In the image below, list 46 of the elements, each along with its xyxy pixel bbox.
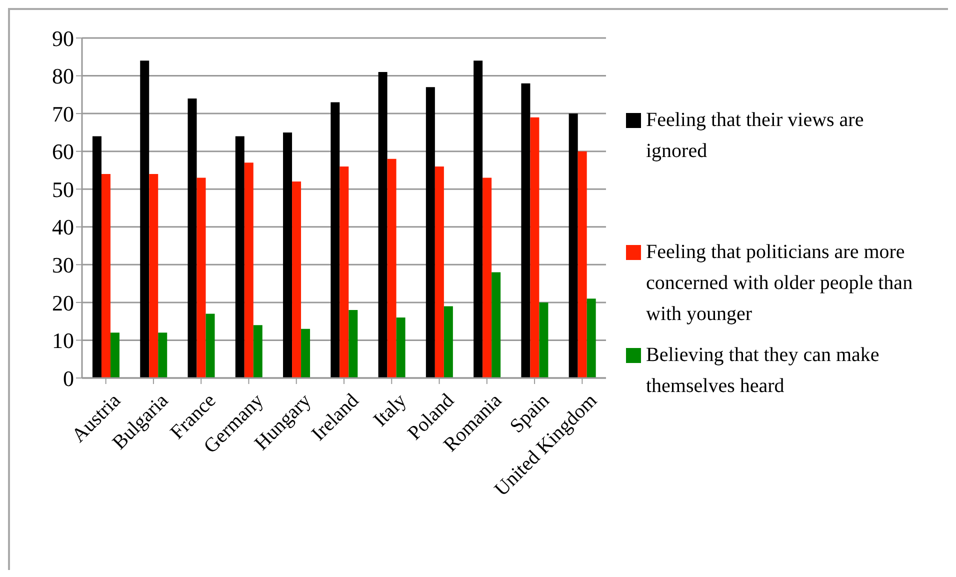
bar — [539, 302, 548, 378]
y-tick-label: 40 — [52, 214, 74, 240]
bar — [196, 178, 206, 378]
bar — [235, 136, 244, 378]
bar — [110, 332, 120, 378]
y-tick-label: 90 — [52, 26, 74, 51]
bar — [149, 174, 158, 378]
bar — [244, 162, 254, 378]
bar — [301, 328, 310, 378]
bar — [340, 166, 349, 378]
bar — [521, 83, 530, 378]
bar — [396, 318, 406, 378]
bar — [92, 136, 102, 378]
bar — [482, 178, 492, 378]
bar — [348, 310, 358, 378]
bar — [188, 98, 197, 378]
bar — [330, 102, 340, 378]
bar — [253, 325, 262, 378]
bar — [158, 332, 168, 378]
y-tick-label: 60 — [52, 139, 74, 164]
bar — [206, 314, 215, 378]
legend-label: Believing that they can make themselves heard — [646, 343, 880, 399]
y-tick-label: 10 — [52, 328, 74, 354]
bar — [283, 132, 292, 378]
bar — [292, 182, 302, 378]
y-tick-label: 50 — [52, 176, 74, 202]
bar — [444, 306, 453, 378]
bar — [474, 60, 483, 378]
bar — [378, 72, 388, 378]
bar — [578, 151, 587, 378]
y-tick-label: 30 — [52, 252, 74, 278]
bar — [434, 166, 444, 378]
bar — [387, 158, 396, 378]
y-tick-label: 80 — [52, 64, 74, 89]
legend-label: Feeling that their views are ignored — [646, 108, 865, 164]
y-tick-label: 0 — [63, 366, 74, 391]
legend-label: Feeling that politicians are more concerned with older people than with younger — [646, 240, 914, 327]
bar — [426, 87, 435, 378]
bar — [140, 60, 150, 378]
bar — [492, 272, 501, 378]
bar — [568, 114, 578, 378]
bar — [586, 298, 596, 378]
bar — [530, 117, 540, 378]
y-tick-label: 20 — [52, 290, 74, 316]
bar — [101, 174, 110, 378]
y-tick-label: 70 — [52, 101, 74, 126]
